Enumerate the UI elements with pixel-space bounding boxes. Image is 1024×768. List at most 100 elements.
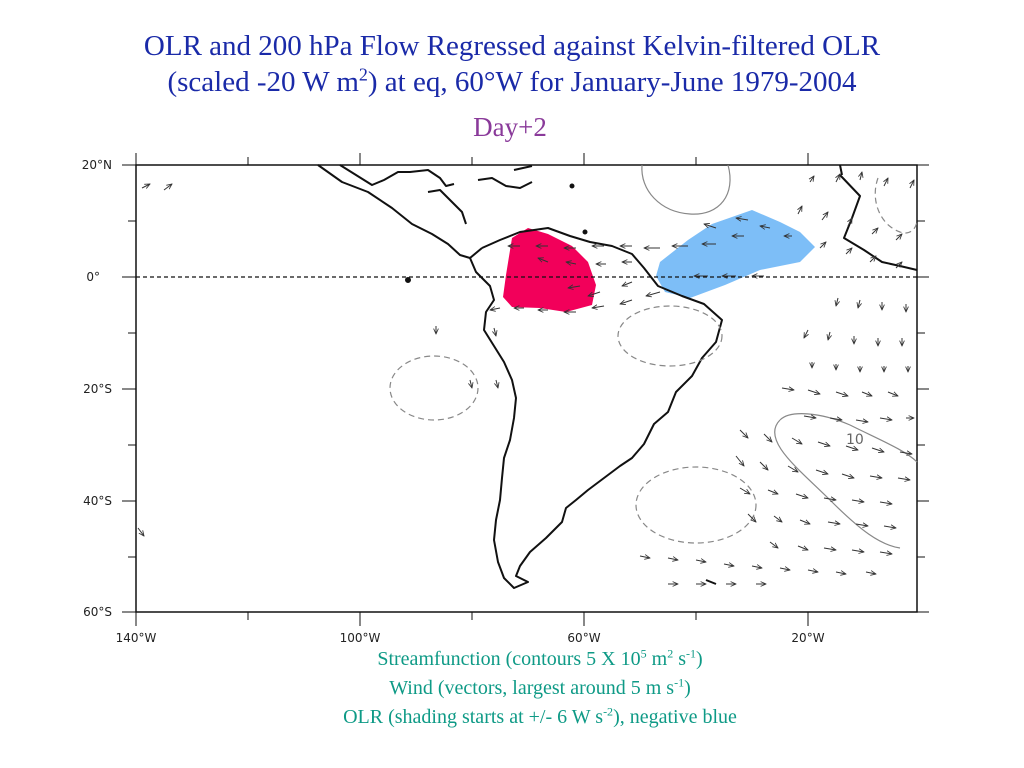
- olr-positive-shading: [503, 228, 596, 312]
- wind-vector: [799, 520, 810, 524]
- lon-label-100w: 100°W: [340, 631, 381, 645]
- wind-vector: [767, 490, 778, 494]
- wind-vector: [835, 572, 846, 574]
- wind-vector: [883, 526, 896, 528]
- wind-vector: [566, 262, 577, 264]
- wind-vector: [848, 218, 852, 227]
- wind-vector: [910, 180, 914, 189]
- wind-vector: [860, 172, 862, 181]
- wind-vectors: [137, 172, 914, 584]
- wind-vector: [739, 429, 748, 438]
- lat-label-60s: 60°S: [83, 605, 112, 619]
- wind-vector: [829, 418, 842, 420]
- lon-label-140w: 140°W: [116, 631, 157, 645]
- wind-vector: [695, 560, 706, 562]
- wind-vector: [773, 515, 782, 522]
- caption-line-streamfunction: Streamfunction (contours 5 X 105 m2 s-1): [377, 646, 703, 670]
- wind-vector: [723, 564, 734, 566]
- wind-vector: [763, 433, 772, 442]
- lat-label-20n: 20°N: [82, 158, 112, 172]
- wind-vector: [781, 388, 794, 390]
- wind-vector: [819, 242, 826, 249]
- wind-vector: [879, 552, 892, 554]
- lat-label-40s: 40°S: [83, 494, 112, 508]
- wind-vector: [804, 329, 808, 338]
- wind-vector: [871, 447, 884, 452]
- wind-vector: [821, 212, 828, 221]
- wind-vector: [739, 487, 750, 494]
- title-line-1: OLR and 200 hPa Flow Regressed against K…: [143, 30, 881, 62]
- wind-vector: [704, 224, 717, 229]
- wind-vector: [823, 548, 836, 550]
- wind-vector: [836, 174, 840, 183]
- wind-vector: [845, 248, 852, 255]
- figure-title: OLR and 200 hPa Flow Regressed against K…: [0, 28, 1024, 100]
- lat-ticks: [122, 164, 929, 613]
- wind-vector: [869, 256, 876, 263]
- wind-vector: [835, 391, 848, 396]
- wind-vector: [568, 286, 581, 288]
- wind-vector: [879, 502, 892, 504]
- day-label: Day+2: [473, 112, 547, 142]
- wind-vector: [807, 570, 818, 572]
- wind-vector: [895, 262, 902, 269]
- wind-vector: [592, 306, 605, 308]
- wind-vector: [736, 218, 749, 220]
- wind-vector: [899, 452, 912, 454]
- wind-vector: [823, 498, 836, 500]
- wind-vector: [646, 291, 661, 296]
- wind-vector: [807, 389, 820, 394]
- wind-vector: [851, 550, 864, 552]
- wind-vector: [163, 184, 172, 191]
- wind-vector: [897, 478, 910, 480]
- wind-vector: [798, 206, 802, 215]
- wind-vector: [895, 234, 902, 241]
- wind-vector: [827, 522, 840, 524]
- wind-vector: [887, 392, 898, 396]
- wind-vector: [141, 184, 150, 188]
- wind-vector: [841, 473, 854, 478]
- wind-vector: [851, 500, 864, 502]
- wind-vector: [735, 455, 744, 466]
- contour-label: 10: [846, 432, 864, 448]
- wind-vector: [490, 308, 501, 310]
- wind-vector: [538, 258, 549, 262]
- map-svg: 20°N 0° 20°S 40°S 60°S 140°W 100°W 60°W …: [82, 153, 929, 645]
- lat-label-eq: 0°: [86, 270, 100, 284]
- wind-vector: [759, 461, 768, 470]
- wind-vector: [791, 437, 802, 444]
- wind-vector: [797, 546, 808, 550]
- caption-line-olr: OLR (shading starts at +/- 6 W s-2), neg…: [343, 704, 737, 728]
- title-line-2: (scaled -20 W m2) at eq, 60°W for Januar…: [167, 64, 857, 98]
- wind-vector: [622, 282, 633, 286]
- wind-vector: [779, 568, 790, 570]
- map-panel: 20°N 0° 20°S 40°S 60°S 140°W 100°W 60°W …: [60, 148, 940, 648]
- lon-ticks: [135, 153, 809, 626]
- wind-vector: [861, 392, 872, 396]
- wind-vector: [828, 331, 830, 340]
- wind-vector: [884, 178, 888, 187]
- wind-vector: [747, 513, 756, 522]
- wind-vector: [858, 299, 860, 308]
- wind-vector: [620, 299, 633, 304]
- caption: Streamfunction (contours 5 X 105 m2 s-1)…: [240, 645, 840, 732]
- wind-vector: [751, 566, 762, 568]
- wind-vector: [869, 476, 882, 478]
- streamfunction-negative-contours: [389, 177, 918, 544]
- lat-label-20s: 20°S: [83, 382, 112, 396]
- wind-vector: [769, 541, 778, 548]
- wind-vector: [810, 176, 814, 183]
- wind-vector: [879, 418, 892, 420]
- wind-vector: [836, 297, 838, 306]
- lon-label-20w: 20°W: [791, 631, 824, 645]
- wind-vector: [588, 291, 601, 296]
- wind-vector: [137, 527, 144, 536]
- wind-vector: [787, 465, 798, 472]
- wind-vector: [845, 445, 858, 450]
- streamfunction-contours: [641, 164, 918, 549]
- wind-vector: [760, 226, 771, 228]
- wind-vector: [470, 379, 472, 388]
- wind-vector: [855, 420, 868, 422]
- wind-vector: [803, 416, 816, 418]
- wind-vector: [639, 556, 650, 558]
